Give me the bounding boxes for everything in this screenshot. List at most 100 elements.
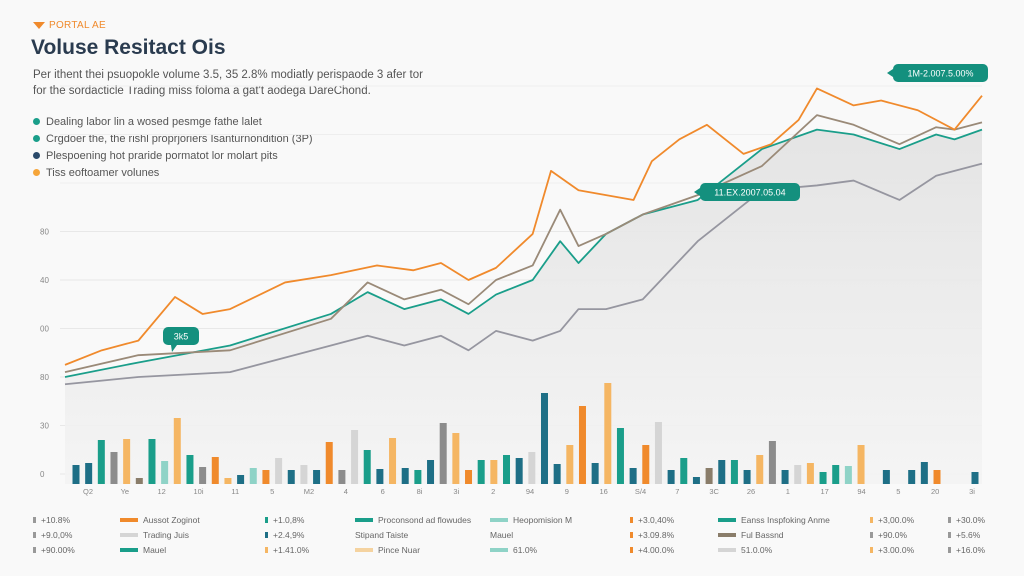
x-tick-label: 3i bbox=[453, 487, 459, 496]
volume-bar bbox=[338, 470, 346, 484]
legend-item: +90.0% bbox=[870, 530, 907, 540]
bullet-text: Dealing labor lin a wosed pesmge fathe l… bbox=[46, 115, 262, 128]
legend-label: +3,00.0% bbox=[878, 515, 915, 525]
volume-bar bbox=[844, 466, 852, 484]
bullet-text: Crgdoer the, the rishl proprjoriers Isan… bbox=[46, 132, 313, 145]
legend-marker-icon bbox=[948, 517, 951, 523]
volume-bar bbox=[616, 428, 624, 484]
bullet-dot-icon bbox=[33, 118, 40, 125]
x-tick-label: 5 bbox=[270, 487, 274, 496]
x-tick-label: 10i bbox=[193, 487, 203, 496]
volume-bar bbox=[857, 445, 865, 484]
bullet-list: Dealing labor lin a wosed pesmge fathe l… bbox=[33, 113, 313, 181]
legend-label: +1.41.0% bbox=[273, 545, 310, 555]
legend-item: +3.09.8% bbox=[630, 530, 674, 540]
x-tick-label: M2 bbox=[304, 487, 314, 496]
legend-marker-icon bbox=[630, 547, 633, 553]
bullet-dot-icon bbox=[33, 152, 40, 159]
legend-label: 61.0% bbox=[513, 545, 538, 555]
volume-bar bbox=[300, 465, 308, 484]
volume-bar bbox=[465, 470, 473, 484]
volume-bar bbox=[123, 439, 131, 484]
volume-bar bbox=[743, 470, 751, 484]
legend-item: +3.0,40% bbox=[630, 515, 674, 525]
legend-item: +10.8% bbox=[33, 515, 70, 525]
x-tick-label: 8i bbox=[417, 487, 423, 496]
x-tick-label: 7 bbox=[675, 487, 679, 496]
x-tick-label: 20 bbox=[931, 487, 939, 496]
brand-logo-icon bbox=[33, 22, 45, 29]
volume-bar bbox=[667, 470, 675, 484]
volume-bar bbox=[515, 458, 523, 484]
legend-item: Aussot Zoginot bbox=[120, 515, 200, 525]
legend-label: +1.0,8% bbox=[273, 515, 305, 525]
volume-bar bbox=[72, 465, 80, 484]
volume-bar bbox=[85, 463, 93, 484]
legend-swatch-icon bbox=[120, 533, 138, 537]
x-tick-label: 3C bbox=[709, 487, 719, 496]
legend-label: Aussot Zoginot bbox=[143, 515, 200, 525]
x-tick-label: Ye bbox=[121, 487, 130, 496]
x-tick-label: 94 bbox=[857, 487, 865, 496]
volume-bar bbox=[642, 445, 650, 484]
volume-bar bbox=[237, 475, 245, 484]
legend-marker-icon bbox=[33, 532, 36, 538]
x-tick-label: 4 bbox=[344, 487, 348, 496]
callout-box bbox=[700, 183, 800, 201]
y-tick-label: 40 bbox=[40, 276, 49, 285]
volume-bar bbox=[920, 462, 928, 484]
volume-bar bbox=[806, 463, 814, 484]
legend-item: Trading Juis bbox=[120, 530, 189, 540]
volume-bar bbox=[427, 460, 435, 484]
legend-label: +90.0% bbox=[878, 530, 908, 540]
volume-bar bbox=[211, 457, 219, 484]
legend-label: Stipand Taiste bbox=[355, 530, 409, 540]
volume-bar bbox=[566, 445, 574, 484]
volume-bar bbox=[161, 461, 169, 484]
volume-bar bbox=[490, 460, 498, 484]
x-tick-label: 16 bbox=[599, 487, 607, 496]
legend-marker-icon bbox=[33, 547, 36, 553]
legend-swatch-icon bbox=[718, 518, 736, 522]
legend-item: +1.41.0% bbox=[265, 545, 309, 555]
volume-bar bbox=[110, 452, 118, 484]
legend-item: Mauel bbox=[490, 530, 513, 540]
legend-marker-icon bbox=[265, 532, 268, 538]
volume-bar bbox=[971, 472, 979, 484]
volume-bar bbox=[832, 465, 840, 484]
legend-item: Eanss Inspfoking Anme bbox=[718, 515, 830, 525]
bullet-item: Dealing labor lin a wosed pesmge fathe l… bbox=[33, 113, 313, 130]
volume-bar bbox=[604, 383, 612, 484]
legend-label: Heopomision M bbox=[513, 515, 573, 525]
series-line-teal bbox=[64, 128, 983, 378]
legend-item: +5.6% bbox=[948, 530, 980, 540]
legend-item: +3,00.0% bbox=[870, 515, 914, 525]
volume-bar bbox=[414, 470, 422, 484]
series-line-gray bbox=[64, 162, 983, 386]
volume-bar bbox=[439, 423, 447, 484]
bullet-item: Tiss eoftoamer volunes bbox=[33, 164, 313, 181]
y-tick-label: 0 bbox=[40, 470, 45, 479]
y-tick-label: 00 bbox=[40, 325, 49, 334]
legend-label: +10.8% bbox=[41, 515, 71, 525]
page-title: Voluse Resitact Ois bbox=[31, 36, 226, 59]
legend-label: Pince Nuar bbox=[378, 545, 421, 555]
legend-label: Mauel bbox=[490, 530, 514, 540]
x-tick-label: 12 bbox=[157, 487, 165, 496]
description-line: for the sordacticle Trading miss foloma … bbox=[33, 85, 371, 97]
legend-label: +3.0,40% bbox=[638, 515, 675, 525]
brand: PORTAL AE bbox=[33, 20, 106, 31]
area-fill bbox=[65, 129, 982, 484]
legend-marker-icon bbox=[630, 532, 633, 538]
legend-label: +4.00.0% bbox=[638, 545, 675, 555]
legend-marker-icon bbox=[265, 547, 268, 553]
legend-item: 51.0.0% bbox=[718, 545, 772, 555]
volume-bar bbox=[389, 438, 397, 484]
volume-bar bbox=[224, 478, 232, 484]
volume-bar bbox=[705, 468, 713, 484]
description: Per ithent thei psuopokle volume 3.5, 35… bbox=[33, 67, 453, 99]
bullet-dot-icon bbox=[33, 135, 40, 142]
legend-marker-icon bbox=[630, 517, 633, 523]
y-tick-label: 30 bbox=[40, 422, 49, 431]
x-tick-label: 6 bbox=[381, 487, 385, 496]
